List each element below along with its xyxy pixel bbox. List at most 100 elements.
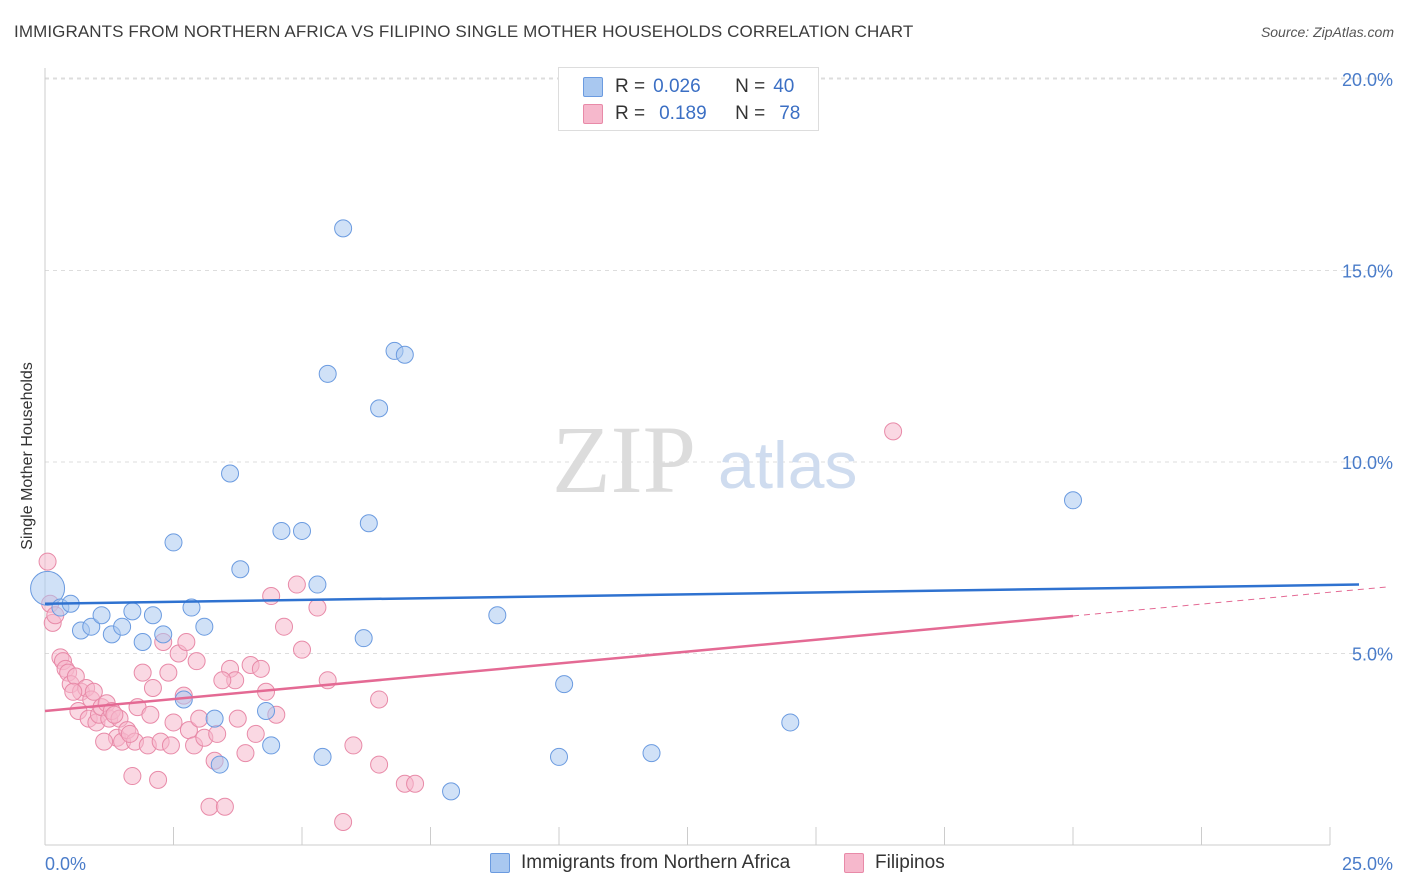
y-tick-label: 15.0% <box>1342 262 1393 282</box>
blue-data-point <box>143 606 162 625</box>
pink-data-point <box>123 767 142 786</box>
pink-data-point <box>133 663 152 682</box>
pink-data-point <box>884 422 903 441</box>
pink-data-point <box>187 652 206 671</box>
trend-layer <box>44 583 1391 713</box>
pink-data-point <box>159 663 178 682</box>
blue-data-point <box>210 755 229 774</box>
blue-data-point <box>370 399 389 418</box>
blue-data-point <box>293 521 311 540</box>
r-value: 0.026 <box>653 76 701 97</box>
pink-data-point <box>236 744 255 763</box>
pink-swatch <box>844 853 864 873</box>
blue-data-point <box>231 560 250 579</box>
stats-legend: R = 0.026 N = 40 R = 0.189 N = 78 <box>558 67 819 131</box>
r-key: R = <box>615 76 646 97</box>
stats-row-blue: R = 0.026 N = 40 <box>583 74 794 100</box>
y-tick-label: 5.0% <box>1352 645 1393 665</box>
legend-label: Immigrants from Northern Africa <box>521 852 791 873</box>
blue-data-point <box>154 625 173 644</box>
blue-data-point <box>318 364 337 383</box>
blue-data-point <box>555 675 574 694</box>
pink-data-point <box>84 682 103 701</box>
blue-data-point <box>550 747 568 766</box>
blue-data-point <box>123 602 142 621</box>
legend-item-immigrants[interactable]: Immigrants from Northern Africa <box>490 852 790 874</box>
blue-swatch <box>490 853 510 873</box>
blue-data-point <box>262 736 281 755</box>
n-value: 40 <box>773 76 795 97</box>
pink-data-point <box>190 709 209 728</box>
r-key: R = <box>615 103 646 124</box>
pink-data-point <box>95 732 114 751</box>
pink-data-point <box>287 575 306 594</box>
blue-data-point <box>781 713 800 732</box>
x-tick-label-right: 25.0% <box>1342 854 1393 874</box>
watermark-atlas: atlas <box>718 428 857 502</box>
pink-data-point <box>370 690 389 709</box>
blue-data-point <box>30 570 66 606</box>
watermark-zip: ZIP <box>552 406 696 513</box>
pink-data-point <box>215 797 234 816</box>
legend-item-filipinos[interactable]: Filipinos <box>844 852 945 874</box>
pink-data-point <box>120 724 139 743</box>
blue-data-point <box>82 617 101 636</box>
blue-data-point <box>164 533 183 552</box>
pink-data-point <box>141 705 160 724</box>
pink-data-point <box>228 709 247 728</box>
pink-data-point <box>406 774 425 793</box>
pink-data-point <box>200 797 219 816</box>
blue-data-point <box>133 633 152 652</box>
chart-title: IMMIGRANTS FROM NORTHERN AFRICA VS FILIP… <box>14 22 914 41</box>
blue-data-point <box>308 575 327 594</box>
blue-swatch <box>583 77 603 97</box>
blue-data-point <box>642 744 661 763</box>
pink-data-point <box>246 724 265 743</box>
blue-data-point <box>359 514 378 533</box>
pink-data-point <box>38 552 57 571</box>
pink-data-point <box>293 640 311 659</box>
series-legend: Immigrants from Northern Africa Filipino… <box>0 852 1406 878</box>
stats-row-pink: R = 0.189 N = 78 <box>583 101 800 127</box>
pink-data-point <box>275 617 294 636</box>
y-tick-label: 20.0% <box>1342 70 1393 90</box>
blue-data-point <box>92 606 111 625</box>
y-tick-label: 10.0% <box>1342 453 1393 473</box>
pink-data-point <box>161 736 180 755</box>
blue-data-point <box>182 598 201 617</box>
blue-data-point <box>113 617 132 636</box>
pink-data-point <box>213 671 232 690</box>
pink-data-point <box>164 713 183 732</box>
pink-data-point <box>251 659 270 678</box>
pink-swatch <box>583 104 603 124</box>
pink-data-point <box>308 598 327 617</box>
pink-data-point <box>334 813 353 832</box>
pink-data-point <box>64 682 83 701</box>
blue-data-point <box>442 782 461 801</box>
blue-data-point <box>334 219 353 238</box>
blue-data-point <box>395 345 414 364</box>
pink-trend-extension <box>1072 586 1391 617</box>
watermark: ZIP atlas <box>552 406 857 513</box>
blue-data-point <box>313 747 332 766</box>
pink-data-point <box>143 678 162 697</box>
pink-data-point <box>149 770 168 789</box>
x-tick-label-left: 0.0% <box>45 854 86 874</box>
blue-data-point <box>354 629 373 648</box>
blue-data-point <box>195 617 214 636</box>
n-key: N = <box>735 76 766 97</box>
source-credit: Source: ZipAtlas.com <box>1260 24 1394 40</box>
blue-data-point <box>221 464 240 483</box>
blue-data-point <box>1064 491 1082 510</box>
n-key: N = <box>735 103 766 124</box>
pink-trend-line <box>44 614 1074 713</box>
blue-data-point <box>205 709 224 728</box>
points-layer <box>30 219 1082 832</box>
n-value: 78 <box>779 103 801 124</box>
r-value: 0.189 <box>659 103 707 124</box>
blue-data-point <box>272 521 291 540</box>
tick-label-layer: 5.0% 10.0% 15.0% 20.0% 0.0% 25.0% <box>45 70 1393 874</box>
blue-data-point <box>488 606 507 625</box>
pink-data-point <box>177 633 196 652</box>
